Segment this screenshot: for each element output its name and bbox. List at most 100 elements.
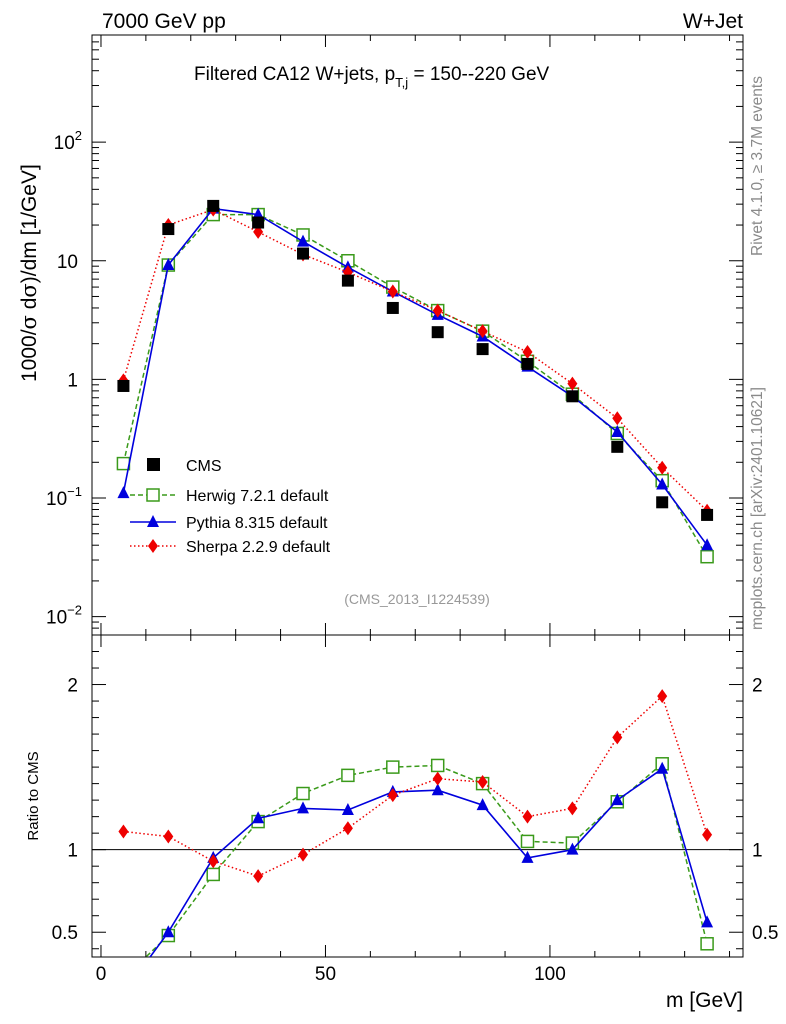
ratio-herwig-point (341, 768, 355, 783)
ratio-pythia-point (611, 793, 624, 806)
ratio-sherpa-point (208, 854, 219, 869)
legend-cms-label: CMS (186, 458, 222, 475)
ratio-y-tick-label: 0.5 (52, 923, 78, 944)
legend-sherpa-marker (148, 539, 158, 553)
ratio-pythia-point (566, 842, 579, 855)
ratio-y-tick-label-right: 1 (752, 841, 763, 862)
header-left: 7000 GeV pp (102, 10, 226, 33)
y-tick-label: 10−2 (46, 603, 82, 629)
x-tick-label: 0 (96, 964, 107, 985)
main-cms-point (162, 223, 175, 236)
ratio-sherpa-point (253, 869, 264, 884)
legend-pythia-marker (147, 515, 159, 527)
main-sherpa-point (612, 411, 623, 426)
main-pythia-point (117, 486, 130, 499)
main-cms-point (297, 247, 310, 260)
main-pythia-point (611, 425, 624, 438)
main-cms-point (611, 440, 624, 453)
main-cms-point (207, 199, 220, 212)
main-cms-point (656, 496, 669, 509)
main-pythia-point (656, 477, 669, 490)
main-cms-point (521, 357, 534, 370)
data-marks (116, 199, 714, 957)
ratio-y-tick-label-right: 2 (752, 676, 763, 697)
ratio-herwig-point (206, 867, 220, 882)
ratio-pythia-point (521, 850, 534, 863)
legend: CMS Herwig 7.2.1 default Pythia 8.315 de… (130, 458, 331, 556)
chart-title: Filtered CA12 W+jets, pT,j = 150--220 Ge… (194, 64, 550, 90)
ratio-sherpa-line (123, 694, 708, 877)
ratio-y-tick-label: 2 (67, 676, 78, 697)
ratio-sherpa-point (432, 771, 443, 786)
ratio-y-tick-label-right: 0.5 (752, 923, 778, 944)
main-sherpa-line (122, 208, 708, 512)
x-tick-label: 100 (534, 964, 566, 985)
ratio-pythia-point (431, 783, 444, 796)
ratio-pythia-point (476, 798, 489, 811)
main-pythia-point (701, 538, 714, 551)
ratio-sherpa-point (118, 824, 129, 839)
ratio-sherpa-point (163, 829, 174, 844)
ratio-herwig-point (386, 760, 400, 774)
main-sherpa-point (387, 284, 398, 299)
main-cms-point (252, 216, 265, 229)
legend-pythia-label: Pythia 8.315 default (186, 515, 328, 532)
main-cms-point (566, 390, 579, 403)
ratio-plot-frame (91, 634, 744, 958)
ratio-sherpa-point (342, 821, 353, 836)
ratio-pythia-point (656, 761, 669, 774)
ratio-ylabel: Ratio to CMS (25, 751, 42, 840)
main-sherpa-point (477, 324, 488, 339)
ratio-sherpa-point (298, 847, 309, 862)
ratio-herwig-point (296, 786, 310, 801)
legend-herwig-label: Herwig 7.2.1 default (186, 488, 329, 505)
ratio-pythia-point (162, 925, 175, 938)
ratio-herwig-point (700, 937, 714, 951)
legend-sherpa-label: Sherpa 2.2.9 default (186, 539, 331, 556)
ratio-sherpa-point (657, 689, 668, 704)
main-cms-point (431, 326, 444, 339)
header-right: W+Jet (683, 10, 743, 33)
ratio-sherpa-point (702, 827, 713, 842)
y-tick-label: 10−1 (46, 484, 82, 510)
rivet-label: Rivet 4.1.0, ≥ 3.7M events (749, 76, 766, 256)
main-sherpa-point (432, 303, 443, 318)
ratio-herwig-point (520, 834, 535, 849)
main-sherpa-point (522, 345, 533, 360)
ratio-y-tick-label: 1 (67, 841, 78, 862)
ratio-herwig-point (430, 758, 445, 773)
ratio-pythia-point (297, 801, 310, 814)
legend-cms-marker (147, 458, 160, 471)
ratio-pythia-point (341, 803, 354, 816)
main-sherpa-point (657, 460, 668, 475)
ratio-pythia-point (252, 811, 265, 824)
legend-herwig-marker (146, 488, 160, 502)
ratio-pythia-point (701, 915, 714, 928)
axis-ticks: 0 50 100 10−2 10−1 1 10 102 0.5 0.5 1 1 2 2 (46, 34, 778, 985)
main-cms-point (341, 274, 354, 287)
main-cms-point (476, 343, 489, 356)
analysis-annotation: (CMS_2013_I1224539) (344, 591, 490, 607)
ratio-sherpa-point (522, 809, 533, 824)
y-tick-label: 10 (57, 252, 78, 273)
x-tick-label: 50 (315, 964, 336, 985)
y-tick-label: 1 (67, 370, 78, 391)
mcplots-label: mcplots.cern.ch [arXiv:2401.10621] (749, 387, 766, 630)
main-sherpa-point (567, 376, 578, 391)
main-cms-point (117, 379, 130, 392)
ratio-sherpa-point (567, 801, 578, 816)
main-cms-point (701, 508, 714, 521)
ratio-sherpa-point (477, 774, 488, 789)
xlabel: m [GeV] (666, 989, 743, 1012)
main-cms-point (386, 301, 399, 314)
ratio-pythia-line (149, 767, 708, 957)
main-pythia-point (297, 234, 310, 247)
ratio-sherpa-point (612, 730, 623, 745)
y-tick-label: 102 (54, 128, 82, 154)
main-herwig-line (122, 213, 708, 558)
main-pythia-point (162, 258, 175, 271)
main-herwig-point (700, 549, 714, 564)
main-pythia-line (122, 207, 708, 546)
ratio-sherpa-point (387, 788, 398, 803)
